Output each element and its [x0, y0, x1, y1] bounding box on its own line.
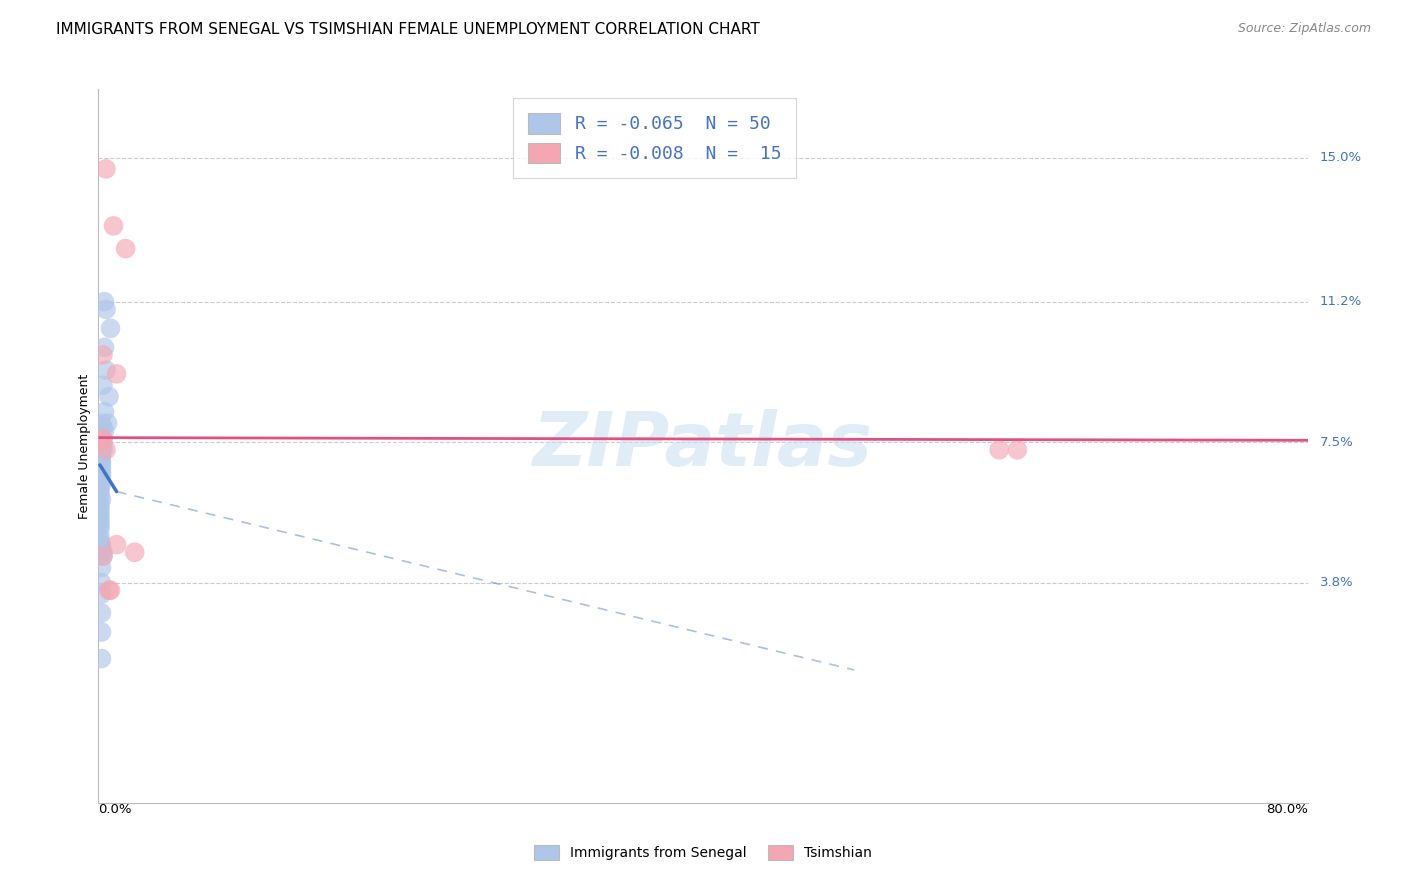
Point	[93, 424, 115, 438]
Point	[90, 560, 112, 574]
Point	[90, 538, 112, 552]
Point	[89, 533, 111, 548]
Point	[105, 367, 128, 381]
Point	[91, 545, 114, 559]
Point	[91, 435, 114, 450]
Point	[100, 583, 122, 598]
Point	[90, 466, 112, 480]
Point	[90, 606, 112, 620]
Y-axis label: Female Unemployment: Female Unemployment	[79, 374, 91, 518]
Point	[90, 458, 112, 472]
Text: 15.0%: 15.0%	[1320, 151, 1362, 164]
Point	[105, 538, 128, 552]
Point	[93, 294, 115, 309]
Point	[90, 541, 112, 556]
Point	[90, 587, 112, 601]
Point	[94, 442, 117, 457]
Point	[103, 219, 125, 233]
Point	[89, 484, 111, 499]
Point	[89, 496, 111, 510]
Point	[90, 416, 112, 430]
Point	[89, 515, 111, 529]
Point	[89, 503, 111, 517]
Point	[90, 469, 112, 483]
Point	[90, 575, 112, 590]
Point	[100, 321, 122, 335]
Point	[89, 500, 111, 514]
Point	[90, 473, 112, 487]
Text: Source: ZipAtlas.com: Source: ZipAtlas.com	[1237, 22, 1371, 36]
Point	[124, 545, 146, 559]
Point	[90, 447, 112, 461]
Point	[89, 511, 111, 525]
Point	[89, 481, 111, 495]
Legend: Immigrants from Senegal, Tsimshian: Immigrants from Senegal, Tsimshian	[527, 838, 879, 867]
Point	[93, 340, 115, 354]
Point	[90, 450, 112, 465]
Point	[91, 549, 114, 563]
Point	[90, 625, 112, 640]
Point	[89, 488, 111, 502]
Point	[91, 431, 114, 445]
Point	[98, 583, 121, 598]
Point	[91, 442, 114, 457]
Point	[93, 405, 115, 419]
Text: 7.5%: 7.5%	[1320, 435, 1354, 449]
Point	[94, 363, 117, 377]
Point	[94, 302, 117, 317]
Point	[91, 420, 114, 434]
Text: ZIPatlas: ZIPatlas	[533, 409, 873, 483]
Point	[91, 431, 114, 445]
Point	[90, 462, 112, 476]
Text: 0.0%: 0.0%	[98, 803, 132, 816]
Point	[91, 439, 114, 453]
Point	[96, 416, 118, 430]
Point	[91, 549, 114, 563]
Legend: R = -0.065  N = 50, R = -0.008  N =  15: R = -0.065 N = 50, R = -0.008 N = 15	[513, 98, 796, 178]
Point	[94, 161, 117, 176]
Text: IMMIGRANTS FROM SENEGAL VS TSIMSHIAN FEMALE UNEMPLOYMENT CORRELATION CHART: IMMIGRANTS FROM SENEGAL VS TSIMSHIAN FEM…	[56, 22, 761, 37]
Point	[90, 435, 112, 450]
Point	[89, 530, 111, 544]
Point	[91, 348, 114, 362]
Point	[89, 518, 111, 533]
Text: 3.8%: 3.8%	[1320, 576, 1354, 589]
Text: 80.0%: 80.0%	[1265, 803, 1308, 816]
Point	[90, 651, 112, 665]
Point	[90, 477, 112, 491]
Point	[1007, 442, 1029, 457]
Point	[98, 390, 121, 404]
Point	[90, 492, 112, 507]
Point	[91, 378, 114, 392]
Text: 11.2%: 11.2%	[1320, 295, 1362, 309]
Point	[90, 454, 112, 468]
Point	[89, 508, 111, 522]
Point	[89, 523, 111, 537]
Point	[114, 242, 136, 256]
Point	[90, 427, 112, 442]
Point	[988, 442, 1011, 457]
